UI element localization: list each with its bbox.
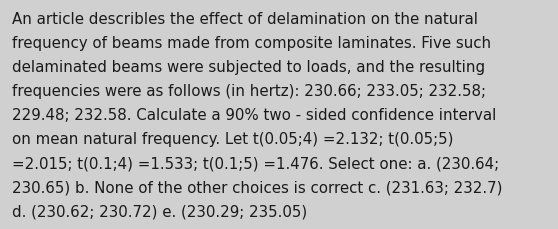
Text: 229.48; 232.58. Calculate a 90% two - sided confidence interval: 229.48; 232.58. Calculate a 90% two - si…: [12, 108, 497, 123]
Text: =2.015; t(0.1;4) =1.533; t(0.1;5) =1.476. Select one: a. (230.64;: =2.015; t(0.1;4) =1.533; t(0.1;5) =1.476…: [12, 156, 499, 171]
Text: An article describles the effect of delamination on the natural: An article describles the effect of dela…: [12, 11, 478, 26]
Text: d. (230.62; 230.72) e. (230.29; 235.05): d. (230.62; 230.72) e. (230.29; 235.05): [12, 204, 307, 219]
Text: on mean natural frequency. Let t(0.05;4) =2.132; t(0.05;5): on mean natural frequency. Let t(0.05;4)…: [12, 132, 454, 147]
Text: frequencies were as follows (in hertz): 230.66; 233.05; 232.58;: frequencies were as follows (in hertz): …: [12, 84, 486, 98]
Text: 230.65) b. None of the other choices is correct c. (231.63; 232.7): 230.65) b. None of the other choices is …: [12, 180, 503, 195]
Text: frequency of beams made from composite laminates. Five such: frequency of beams made from composite l…: [12, 35, 492, 50]
Text: delaminated beams were subjected to loads, and the resulting: delaminated beams were subjected to load…: [12, 60, 485, 74]
